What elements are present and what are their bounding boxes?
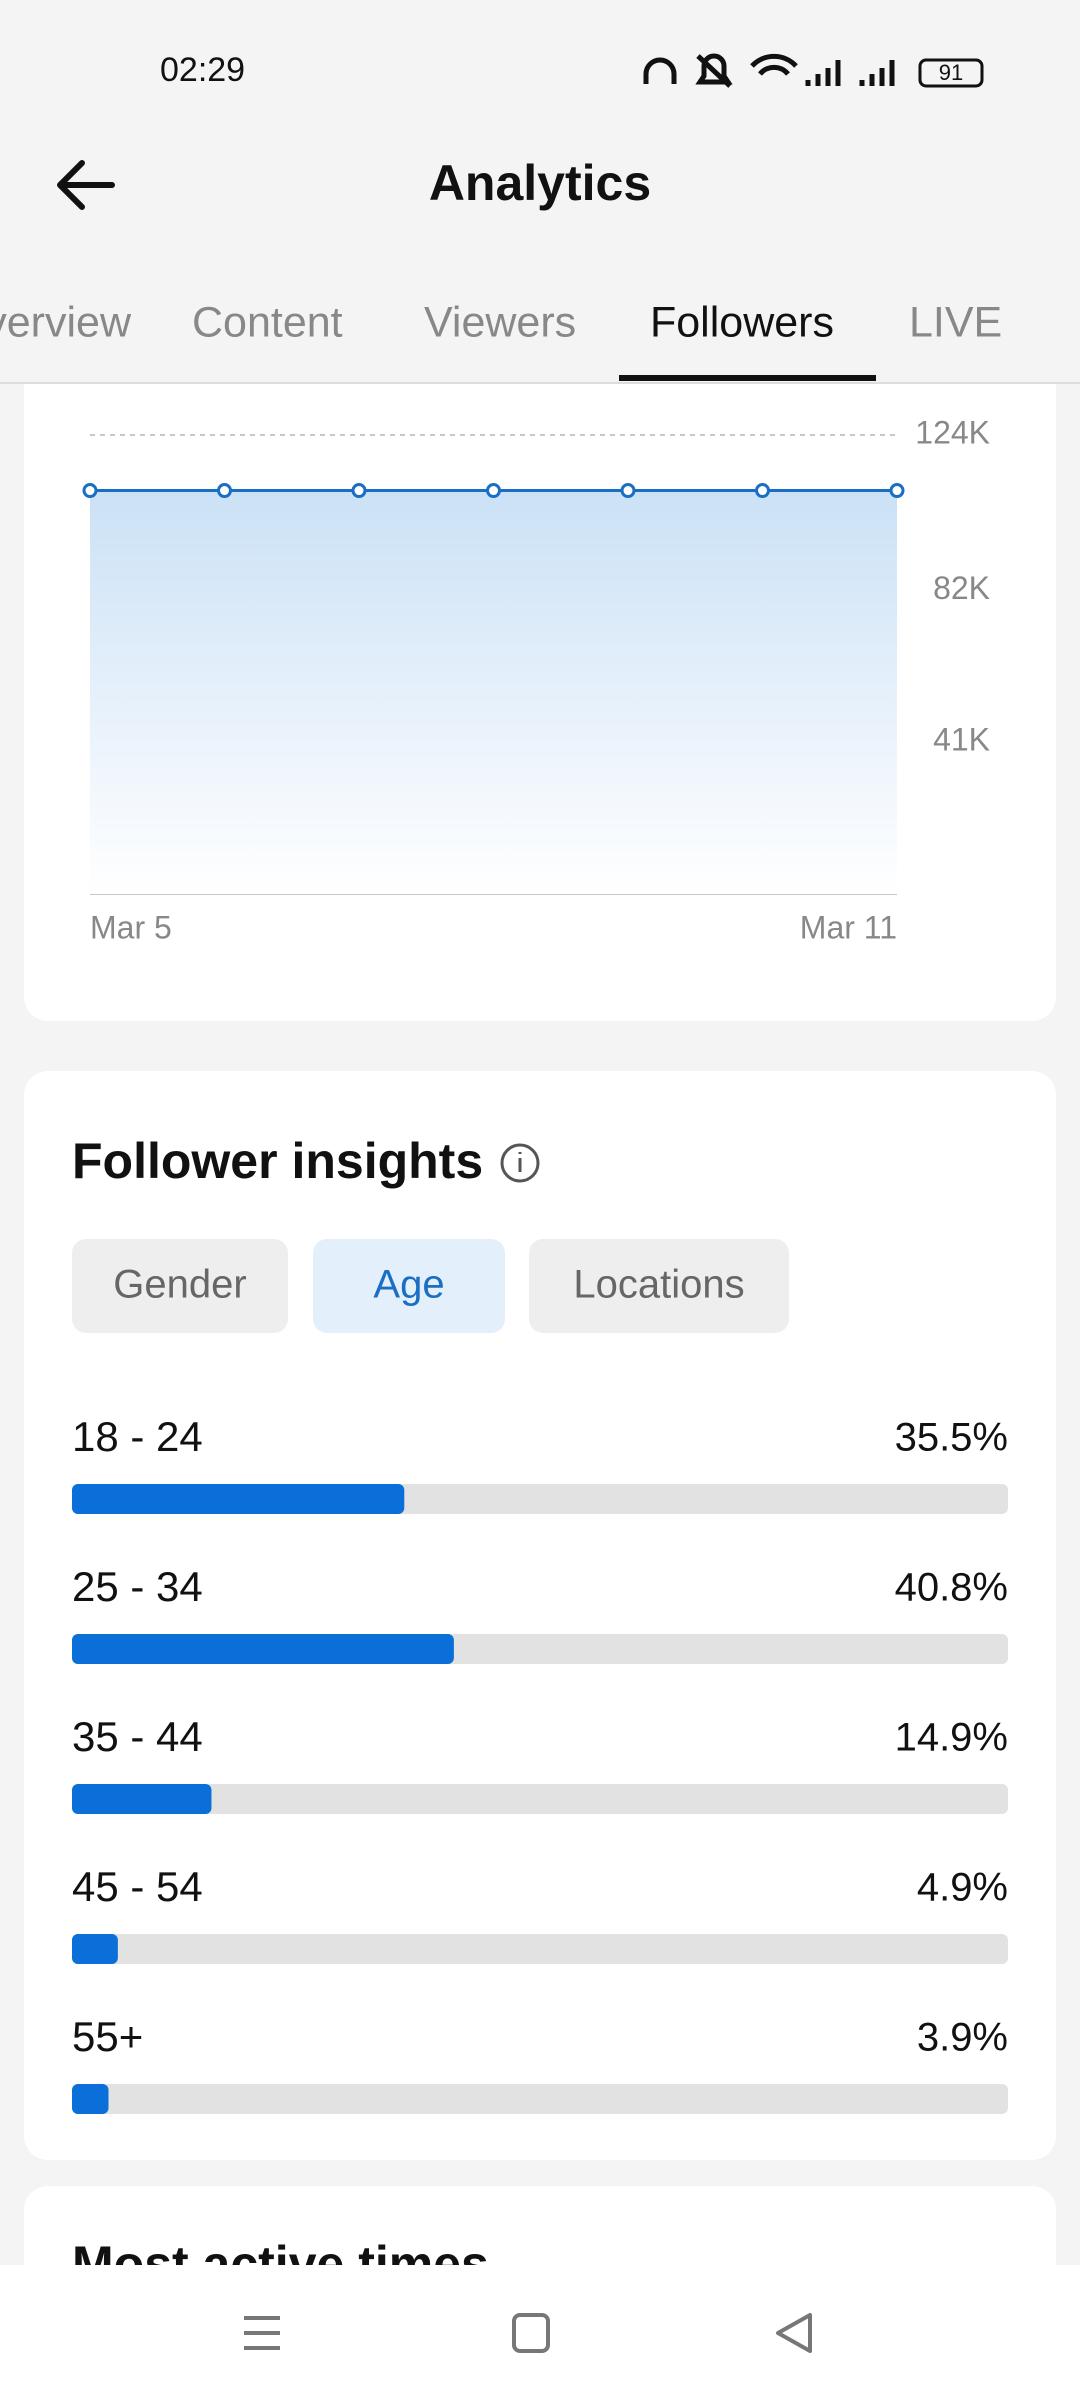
filter-label[interactable]: Gender: [113, 1263, 246, 1307]
filter-pill[interactable]: [529, 1239, 789, 1333]
value-label: 35.5%: [895, 1416, 1008, 1460]
area-fill: [90, 490, 897, 894]
bar-track: [72, 1934, 1008, 1964]
age-label: 45 - 54: [72, 1863, 203, 1910]
age-label: 55+: [72, 2013, 143, 2060]
tab-underline: [619, 375, 876, 381]
point: [217, 483, 232, 499]
headphones-icon: [643, 57, 677, 84]
point: [82, 483, 98, 499]
bar: [72, 1784, 212, 1814]
bar: [72, 1934, 118, 1964]
value-label: 40.8%: [895, 1566, 1008, 1610]
tab[interactable]: Viewers: [424, 298, 576, 346]
age-label: 35 - 44: [72, 1713, 203, 1760]
nav-menu[interactable]: [244, 2316, 280, 2350]
bar: [72, 1634, 454, 1664]
age-label: 25 - 34: [72, 1563, 203, 1610]
status-time: 02:29: [160, 51, 245, 89]
bar: [72, 1484, 405, 1514]
filter-pill-active[interactable]: [313, 1239, 505, 1333]
charts: 41K 82K 124K Mar 5 Mar 11 18 - 24 35.5% 25 - 34…: [72, 414, 1008, 2114]
value-label: 14.9%: [895, 1716, 1008, 1760]
nav-home[interactable]: [512, 2313, 550, 2353]
value-label: 3.9%: [917, 2016, 1008, 2060]
mute-icon: [695, 53, 733, 88]
tab[interactable]: LIVE: [909, 298, 1002, 346]
bar-track: [72, 2084, 1008, 2114]
y-tick-label: 41K: [933, 722, 990, 758]
age-label: 18 - 24: [72, 1413, 203, 1460]
point: [351, 483, 367, 499]
value-label: 4.9%: [917, 1866, 1008, 1910]
insights-title: Follower insights: [72, 1133, 483, 1189]
filter-pill[interactable]: [72, 1239, 288, 1333]
bar-track: [72, 1784, 1008, 1814]
tab[interactable]: Content: [192, 298, 343, 346]
filter-label[interactable]: Age: [373, 1263, 444, 1307]
filter-label[interactable]: Locations: [573, 1263, 744, 1307]
x-tick-label: Mar 11: [800, 909, 897, 945]
back-button[interactable]: [57, 160, 115, 210]
nav-back[interactable]: [776, 2313, 812, 2353]
page-title: Analytics: [429, 155, 651, 211]
tab[interactable]: Overview: [0, 298, 132, 346]
signal-icon: [805, 60, 895, 86]
point: [486, 483, 501, 499]
nav-bar: [0, 2265, 1080, 2400]
tab-active[interactable]: Followers: [650, 298, 834, 346]
insights-card: [24, 1071, 1056, 2160]
tab-divider: [0, 382, 1080, 384]
header-band: [0, 0, 1080, 382]
battery-icon: [918, 58, 984, 88]
status-icons: [643, 53, 984, 88]
point: [889, 483, 905, 499]
info-icon[interactable]: [500, 1143, 540, 1183]
bar: [72, 2084, 109, 2114]
info-circle: [500, 1143, 540, 1183]
x-tick-label: Mar 5: [90, 909, 172, 945]
battery-level: 91: [939, 60, 963, 85]
y-tick-label: 82K: [933, 570, 990, 606]
point: [620, 483, 636, 499]
wifi-icon: [750, 53, 798, 76]
point: [755, 483, 770, 499]
y-tick-label: 124K: [915, 414, 990, 450]
